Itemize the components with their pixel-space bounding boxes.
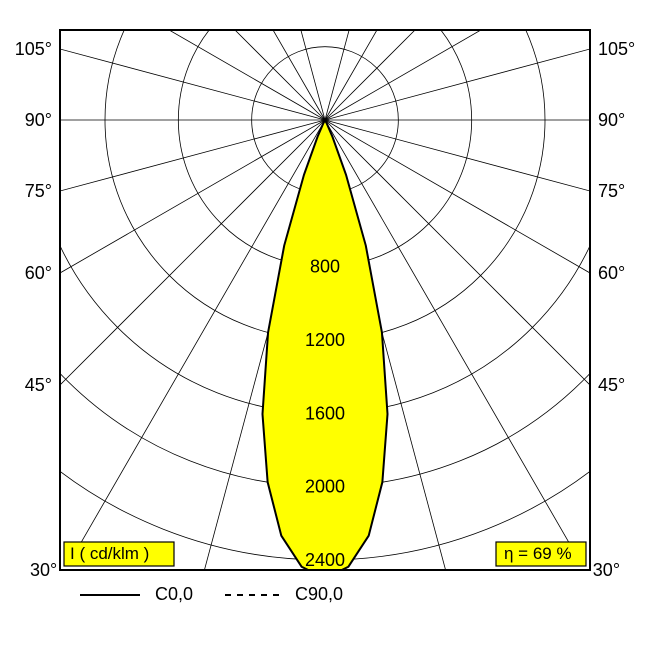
unit-box-label: I ( cd/klm ): [70, 544, 149, 563]
angle-label-left-90: 90°: [25, 110, 52, 130]
angle-label-left-45: 45°: [25, 375, 52, 395]
ring-label-1600: 1600: [305, 403, 345, 423]
ring-label-800: 800: [310, 257, 340, 277]
angle-label-right-105: 105°: [598, 39, 635, 59]
angle-label-right-60: 60°: [598, 263, 625, 283]
legend-label-c0: C0,0: [155, 584, 193, 604]
ring-label-2400: 2400: [305, 550, 345, 570]
ring-label-2000: 2000: [305, 477, 345, 497]
eta-box-label: η = 69 %: [504, 544, 572, 563]
angle-label-right-30: 30°: [593, 560, 620, 580]
polar-chart-container: 800 1200 1600 2000 2400 30° 30° 45° 45° 60° 60° 75°…: [0, 0, 650, 650]
angle-label-right-45: 45°: [598, 375, 625, 395]
angle-label-left-75: 75°: [25, 181, 52, 201]
ring-label-1200: 1200: [305, 330, 345, 350]
angle-label-left-60: 60°: [25, 263, 52, 283]
angle-label-left-105: 105°: [15, 39, 52, 59]
legend-label-c90: C90,0: [295, 584, 343, 604]
polar-chart-svg: 800 1200 1600 2000 2400 30° 30° 45° 45° 60° 60° 75°…: [0, 0, 650, 650]
angle-label-left-30: 30°: [30, 560, 57, 580]
angle-label-right-90: 90°: [598, 110, 625, 130]
angle-label-right-75: 75°: [598, 181, 625, 201]
